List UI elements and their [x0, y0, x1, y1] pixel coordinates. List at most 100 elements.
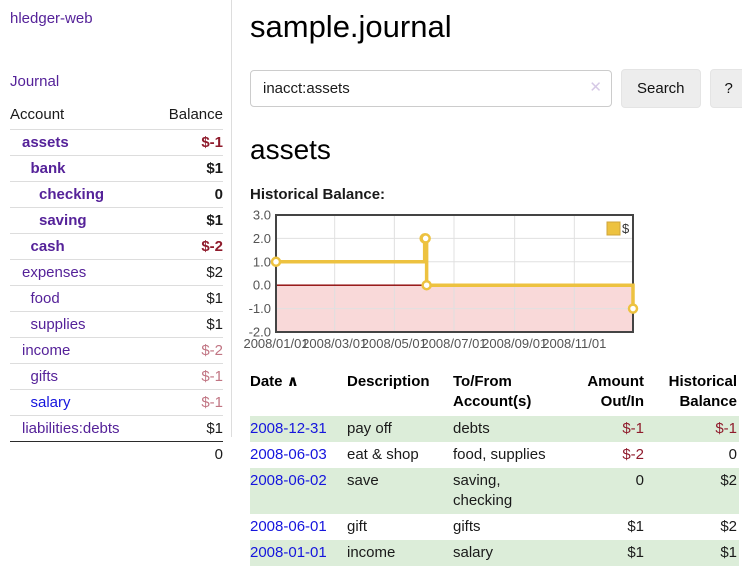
account-balance: $1	[152, 311, 223, 338]
accounts-total-row: 0	[10, 441, 223, 467]
account-link[interactable]: expenses	[22, 264, 87, 281]
search-form: ✕ Search ?	[250, 69, 742, 108]
accounts-column-header: Account	[10, 106, 65, 123]
account-row: food $1	[10, 285, 223, 312]
transaction-description: income	[347, 544, 396, 561]
amount-column-header: Amount Out/In	[587, 373, 644, 410]
account-balance: $1	[152, 285, 223, 312]
transaction-description: eat & shop	[347, 446, 419, 463]
accounts-total-spacer	[10, 441, 153, 467]
transaction-accounts: food, supplies	[453, 446, 546, 463]
description-column-header: Description	[347, 373, 430, 390]
x-tick-label: 2008/01/01	[243, 336, 308, 351]
transaction-description: save	[347, 472, 379, 489]
app-brand-link[interactable]: hledger-web	[10, 10, 93, 27]
account-name-cell: assets	[10, 129, 153, 156]
transaction-balance: 0	[728, 446, 737, 463]
transaction-accounts: debts	[453, 420, 490, 437]
transaction-date-link[interactable]: 2008-06-03	[250, 446, 327, 463]
account-row: expenses $2	[10, 259, 223, 286]
account-name-cell: gifts	[10, 363, 153, 390]
account-name-cell: income	[10, 337, 153, 364]
x-tick-label: 2008/05/01	[362, 336, 427, 351]
chart-title: Historical Balance:	[250, 186, 386, 203]
transaction-row: 2008-01-01 income salary $1 $1	[250, 540, 739, 566]
y-tick-label: 0.0	[253, 278, 271, 293]
sort-ascending-icon[interactable]: ∧	[286, 373, 299, 390]
account-balance: $1	[152, 207, 223, 234]
transaction-balance: $1	[720, 544, 737, 561]
transaction-date-link[interactable]: 2008-01-01	[250, 544, 327, 561]
account-balance: $1	[152, 415, 223, 442]
transaction-row: 2008-06-02 save saving, checking 0 $2	[250, 468, 739, 514]
x-tick-label: 2008/11/01	[542, 336, 606, 351]
x-tick-label: 2008/03/01	[302, 336, 367, 351]
account-row: income $-2	[10, 337, 223, 364]
account-balance: $-2	[152, 337, 223, 364]
account-name-cell: liabilities:debts	[10, 415, 153, 442]
transaction-date-link[interactable]: 2008-06-02	[250, 472, 327, 489]
account-link[interactable]: assets	[22, 134, 69, 151]
balance-chart-svg: $3.0 2.0 1.0 0.0 -1.0 -2.02008/01/012008/03/0…	[243, 208, 639, 351]
transaction-accounts: gifts	[453, 518, 481, 535]
account-link[interactable]: gifts	[30, 368, 59, 385]
legend-swatch	[606, 221, 621, 236]
account-balance: $2	[152, 259, 223, 286]
legend-label: $	[622, 221, 630, 236]
transaction-amount: $-2	[622, 446, 644, 463]
register-table-body: 2008-12-31 pay off debts $-1 $-1 2008-06-03 ea…	[250, 416, 739, 566]
account-balance: $-1	[152, 363, 223, 390]
account-name-cell: food	[10, 285, 153, 312]
page-title: sample.journal	[250, 9, 452, 44]
search-input[interactable]	[250, 70, 612, 107]
account-name-cell: expenses	[10, 259, 153, 286]
transaction-date-link[interactable]: 2008-06-01	[250, 518, 327, 535]
account-balance: 0	[152, 181, 223, 208]
account-link[interactable]: saving	[39, 212, 87, 229]
historical-balance-chart: $3.0 2.0 1.0 0.0 -1.0 -2.0 2008/01/01 2008/03/0…	[243, 208, 742, 354]
account-row: assets $-1	[10, 129, 223, 156]
account-link[interactable]: salary	[30, 394, 71, 411]
y-tick-label: -2.0	[249, 325, 271, 340]
transaction-amount: $-1	[622, 420, 644, 437]
register-table: Date ∧ Description To/From Account(s) Am…	[250, 370, 739, 566]
account-row: cash $-2	[10, 233, 223, 260]
account-link[interactable]: supplies	[30, 316, 86, 333]
account-name-cell: bank	[10, 155, 153, 182]
account-balance: $-2	[152, 233, 223, 260]
transaction-date-cell: 2008-01-01	[250, 540, 347, 566]
account-row: bank $1	[10, 155, 223, 182]
account-heading: assets	[250, 134, 331, 165]
data-point-marker	[421, 279, 432, 291]
sidebar-item-journal[interactable]: Journal	[10, 73, 60, 90]
date-column-header[interactable]: Date ∧	[250, 373, 299, 390]
transaction-amount: $1	[627, 544, 644, 561]
search-button[interactable]: Search	[621, 69, 701, 108]
transaction-row: 2008-06-01 gift gifts $1 $2	[250, 514, 739, 540]
transaction-amount: $1	[627, 518, 644, 535]
transaction-balance: $2	[720, 472, 737, 489]
account-name-cell: salary	[10, 389, 153, 416]
transaction-date-link[interactable]: 2008-12-31	[250, 420, 327, 437]
transaction-date-cell: 2008-06-02	[250, 468, 347, 514]
account-link[interactable]: cash	[30, 238, 65, 255]
account-balance: $-1	[152, 389, 223, 416]
transaction-description: gift	[347, 518, 368, 535]
account-balance: $1	[152, 155, 223, 182]
clear-search-icon[interactable]: ✕	[589, 79, 602, 96]
help-button[interactable]: ?	[709, 69, 742, 108]
account-link[interactable]: income	[22, 342, 71, 359]
y-tick-label: 2.0	[253, 231, 271, 246]
y-tick-label: -1.0	[249, 301, 271, 316]
search-input-wrap: ✕	[250, 70, 612, 107]
account-link[interactable]: liabilities:debts	[22, 420, 120, 437]
transaction-date-cell: 2008-12-31	[250, 416, 347, 442]
balance-column-header: Balance	[168, 106, 223, 123]
transaction-balance: $-1	[715, 420, 737, 437]
accounts-total-value: 0	[152, 441, 223, 467]
account-link[interactable]: bank	[30, 160, 66, 177]
account-link[interactable]: checking	[39, 186, 105, 203]
transaction-row: 2008-12-31 pay off debts $-1 $-1	[250, 416, 739, 442]
account-name-cell: supplies	[10, 311, 153, 338]
account-link[interactable]: food	[30, 290, 60, 307]
